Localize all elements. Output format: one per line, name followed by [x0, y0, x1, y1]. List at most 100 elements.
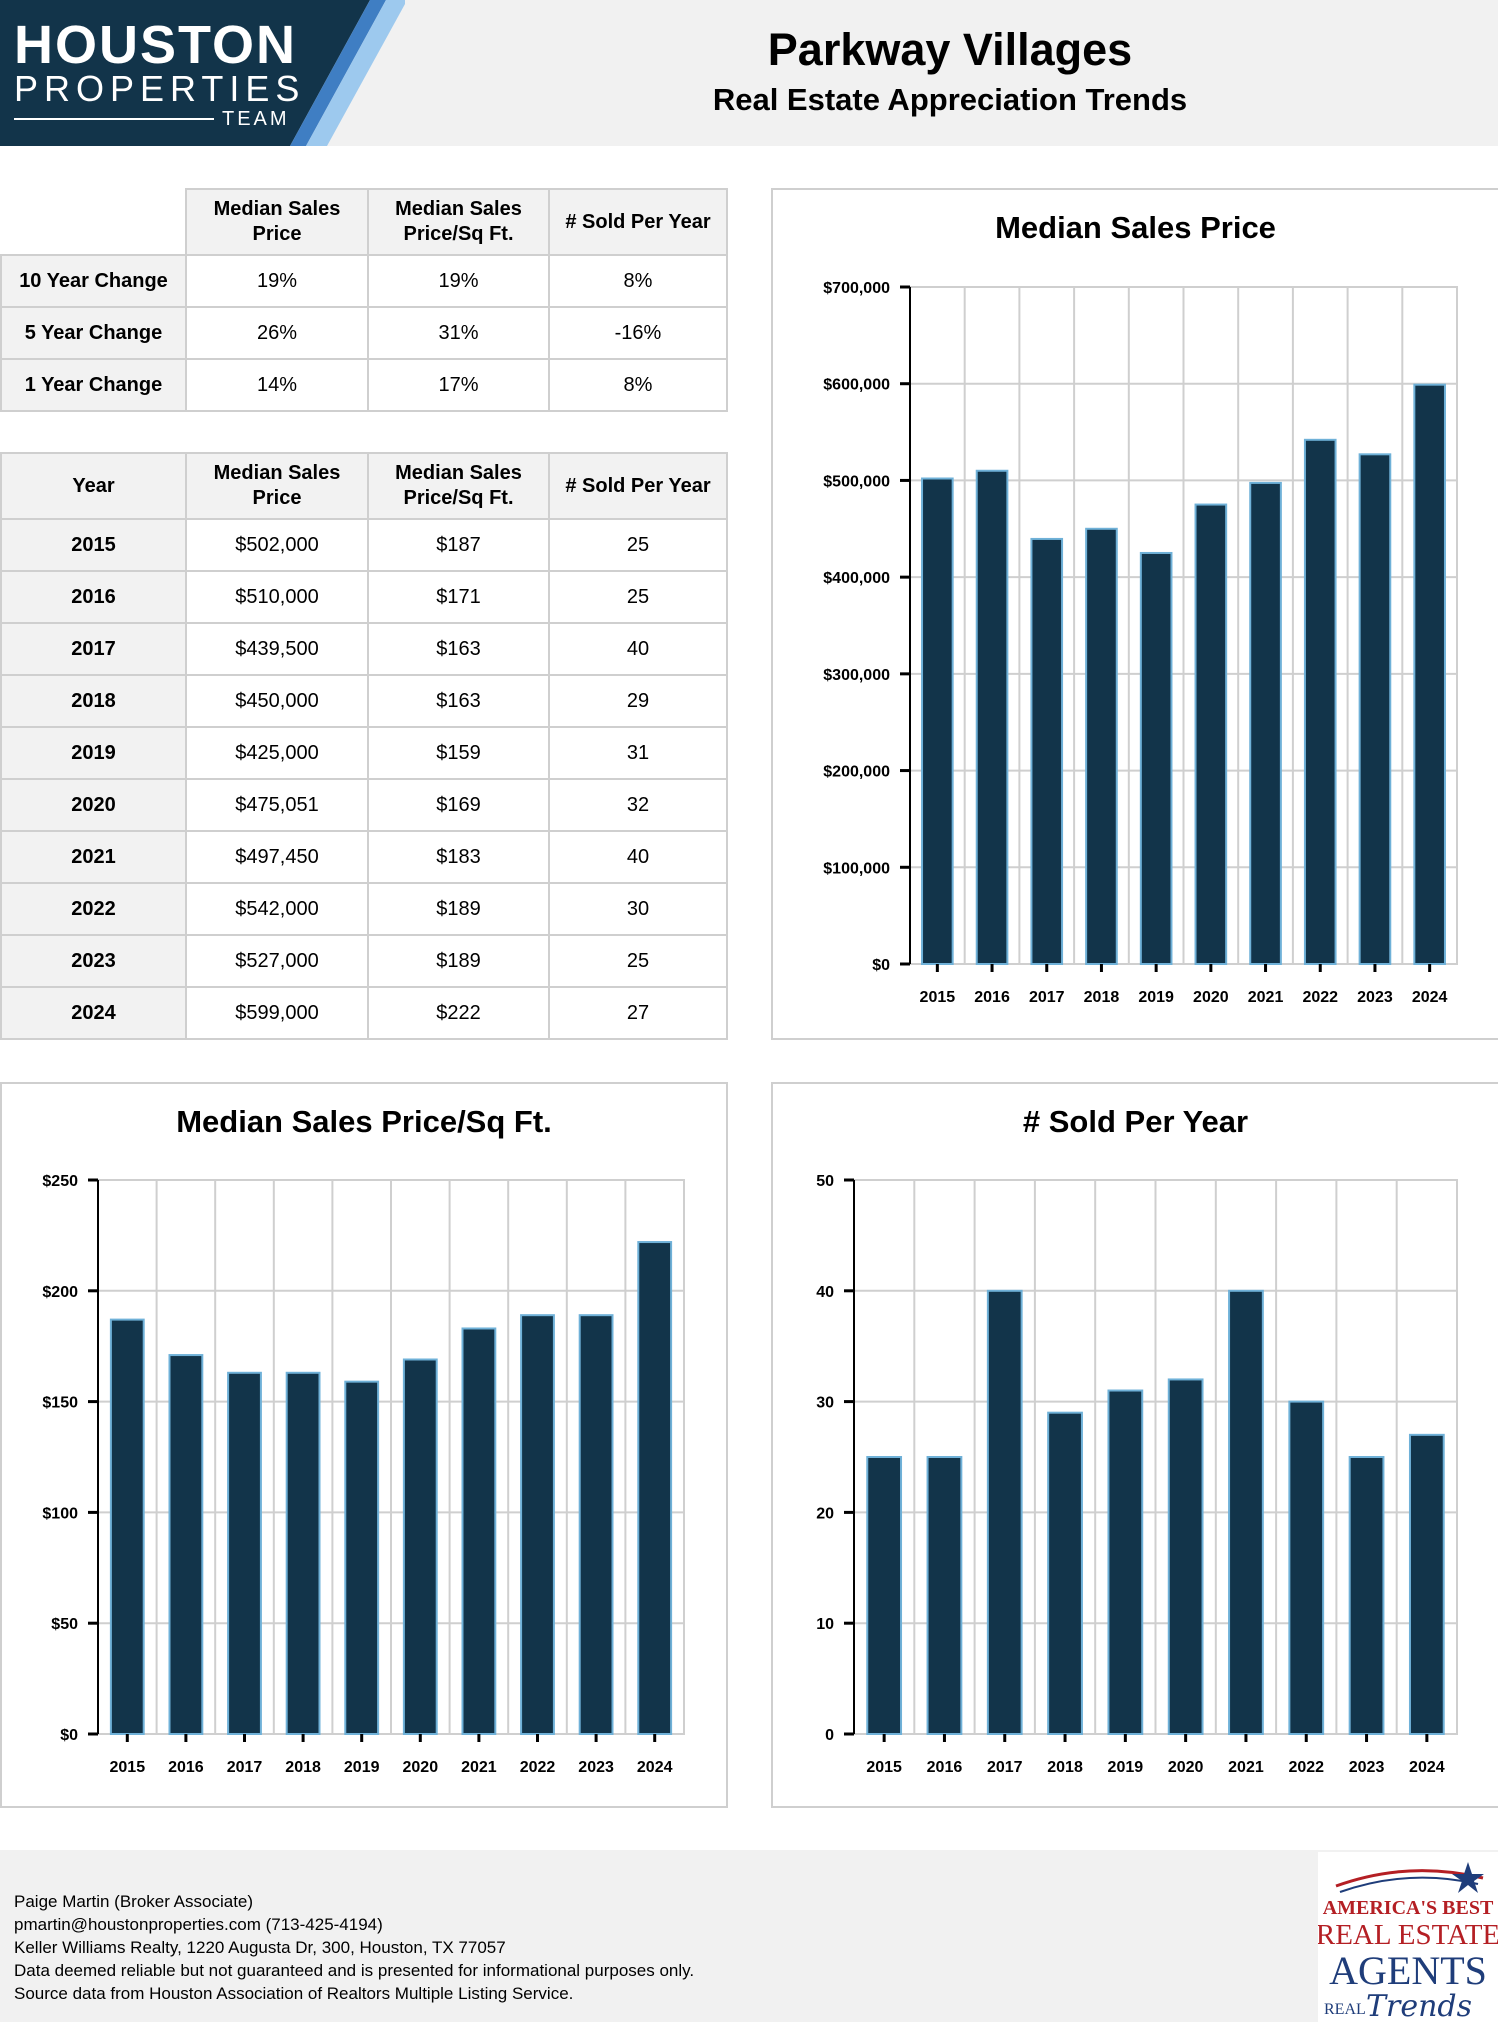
table-cell: $475,051: [185, 778, 369, 832]
contact-and-disclaimer: Paige Martin (Broker Associate) pmartin@…: [14, 1890, 694, 2005]
badge-line-1: AMERICA'S BEST: [1323, 1897, 1494, 1919]
table-cell: 8%: [548, 358, 728, 412]
x-tick-label: 2016: [168, 1759, 204, 1776]
table-cell: $163: [367, 674, 550, 728]
bar-2022: [1288, 1400, 1325, 1735]
table-cell: 14%: [185, 358, 369, 412]
table-corner: [1, 189, 187, 256]
sold-per-year-chart-panel: # Sold Per Year 0 10 20 30 40 50 2015 2016 2017 2…: [771, 1082, 1498, 1808]
y-tick-label: 10: [816, 1616, 834, 1633]
x-tick-label: 2018: [1047, 1759, 1083, 1776]
x-tick-label: 2016: [974, 989, 1010, 1006]
table-header-cell: # Sold Per Year: [548, 188, 728, 256]
x-tick-label: 2017: [987, 1759, 1023, 1776]
table-cell: 31%: [367, 306, 550, 360]
x-tick-label: 2024: [1409, 1759, 1445, 1776]
x-tick-label: 2022: [1302, 989, 1338, 1006]
table-cell: 19%: [367, 254, 550, 308]
table-cell: $189: [367, 934, 550, 988]
footer-band: Paige Martin (Broker Associate) pmartin@…: [0, 1850, 1498, 2022]
year-cell: 2018: [0, 674, 187, 728]
y-tick-label: $0: [872, 957, 890, 974]
table-header-cell: # Sold Per Year: [548, 452, 728, 520]
year-cell: 2020: [0, 778, 187, 832]
row-label: 10 Year Change: [0, 254, 187, 308]
y-tick-label: 0: [825, 1727, 834, 1744]
table-header-cell: Median Sales Price: [185, 188, 369, 256]
logo-line-3: TEAM: [222, 108, 290, 130]
bar-2023: [1348, 1456, 1385, 1735]
x-tick-label: 2024: [637, 1759, 673, 1776]
year-cell: 2023: [0, 934, 187, 988]
table-row: 2020 $475,051 $169 32: [0, 778, 728, 832]
x-tick-label: 2019: [1108, 1759, 1144, 1776]
table-cell: 30: [548, 882, 728, 936]
y-tick-label: $250: [42, 1173, 78, 1190]
logo-line-1: HOUSTON: [14, 15, 298, 75]
table-cell: $169: [367, 778, 550, 832]
bar-2022: [1303, 438, 1337, 965]
price-per-sqft-chart-panel: Median Sales Price/Sq Ft. $0 $50 $100 $150 $…: [0, 1082, 728, 1808]
y-tick-label: $100: [42, 1505, 78, 1522]
year-cell: 2022: [0, 882, 187, 936]
table-cell: 25: [548, 934, 728, 988]
bar-2016: [975, 469, 1009, 965]
table-row: 2019 $425,000 $159 31: [0, 726, 728, 780]
table-cell: $599,000: [185, 986, 369, 1040]
chart-title: Median Sales Price: [995, 210, 1276, 245]
houston-properties-logo: [0, 0, 405, 146]
badge-line-4: REAL: [1324, 2001, 1366, 2018]
bar-2015: [866, 1456, 903, 1735]
table-row: 5 Year Change 26% 31% -16%: [0, 306, 728, 360]
table-header-cell: Year: [0, 452, 187, 520]
bar-2021: [1249, 481, 1282, 965]
bar-2016: [926, 1456, 963, 1735]
table-cell: 40: [548, 622, 728, 676]
table-cell: 27: [548, 986, 728, 1040]
row-label: 5 Year Change: [0, 306, 187, 360]
table-row: 1 Year Change 14% 17% 8%: [0, 358, 728, 412]
table-row: 2023 $527,000 $189 25: [0, 934, 728, 988]
year-cell: 2019: [0, 726, 187, 780]
bar-2022: [520, 1314, 555, 1735]
page-title: Parkway Villages: [767, 24, 1133, 75]
year-cell: 2016: [0, 570, 187, 624]
x-tick-label: 2017: [1029, 989, 1065, 1006]
bar-2019: [1139, 551, 1173, 965]
yearly-table-body: 2015 $502,000 $187 25 2016 $510,000 $171 25 2017…: [0, 518, 728, 1040]
y-tick-label: $500,000: [823, 473, 890, 490]
x-tick-label: 2016: [927, 1759, 963, 1776]
x-tick-label: 2024: [1412, 989, 1448, 1006]
bar-2021: [461, 1327, 497, 1736]
header-band: HOUSTON PROPERTIES TEAM Parkway Villages…: [0, 0, 1498, 146]
price-per-sqft-chart: $0 $50 $100 $150 $200 $250 2015 2016 2017 2018 201…: [42, 1173, 685, 1776]
table-cell: $542,000: [185, 882, 369, 936]
x-tick-label: 2021: [1228, 1759, 1264, 1776]
y-tick-label: $200,000: [823, 764, 890, 781]
x-tick-label: 2021: [1248, 989, 1284, 1006]
table-header-cell: Median Sales Price/Sq Ft.: [367, 188, 550, 256]
table-cell: $439,500: [185, 622, 369, 676]
table-cell: $183: [367, 830, 550, 884]
table-row: 2022 $542,000 $189 30: [0, 882, 728, 936]
table-header-cell: Median Sales Price/Sq Ft.: [367, 452, 550, 520]
table-row: 2017 $439,500 $163 40: [0, 622, 728, 676]
yearly-data-table: Year Median Sales Price Median Sales Pri…: [0, 452, 728, 1040]
bar-2017: [986, 1289, 1023, 1736]
bar-2024: [1408, 1433, 1445, 1735]
median-price-chart-panel: Median Sales Price $0 $100,000 $200,000 $30…: [771, 188, 1498, 1040]
table-cell: 25: [548, 518, 728, 572]
table-cell: 8%: [548, 254, 728, 308]
table-cell: 32: [548, 778, 728, 832]
chart-title: Median Sales Price/Sq Ft.: [176, 1104, 552, 1139]
badge-line-5: Trends: [1366, 1989, 1472, 2022]
table-cell: $425,000: [185, 726, 369, 780]
x-tick-label: 2023: [578, 1759, 614, 1776]
change-summary-table: Median Sales Price Median Sales Price/Sq…: [0, 188, 728, 412]
bar-2020: [1167, 1378, 1204, 1735]
table-cell: 26%: [185, 306, 369, 360]
table-cell: $189: [367, 882, 550, 936]
bar-2023: [578, 1314, 614, 1735]
table-row: 2024 $599,000 $222 27: [0, 986, 728, 1040]
agent-contact: pmartin@houstonproperties.com (713-425-4…: [14, 1915, 383, 1934]
